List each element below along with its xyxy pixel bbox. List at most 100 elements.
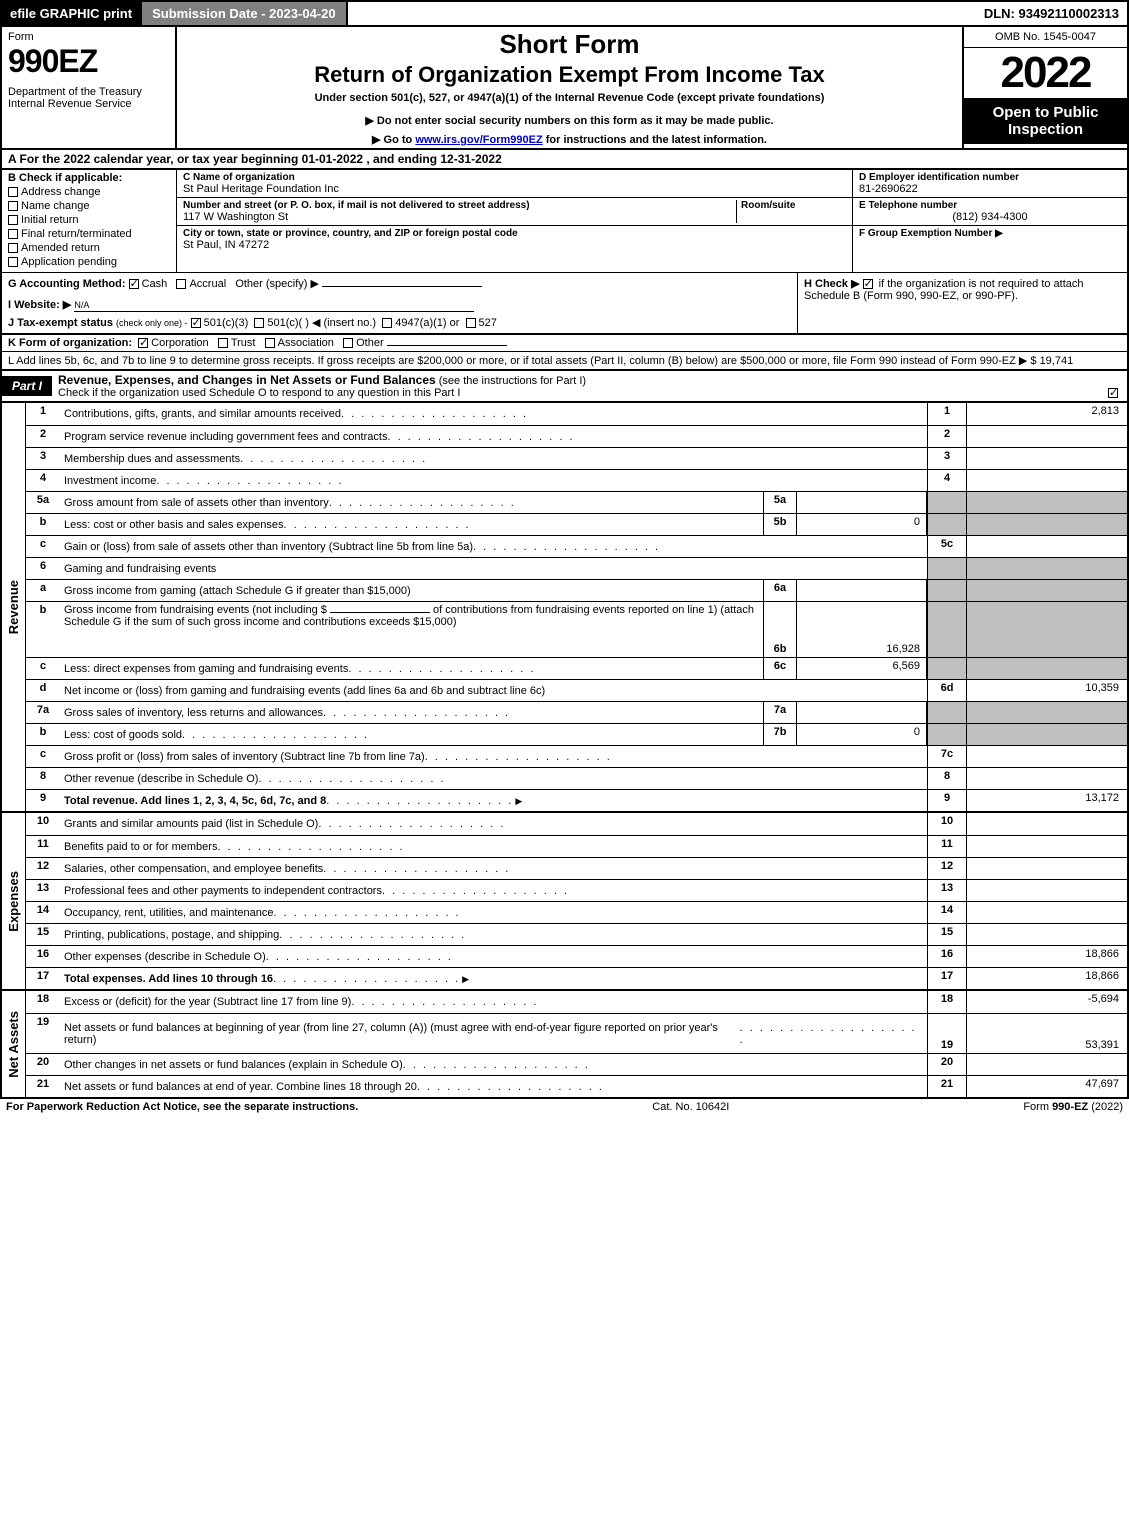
chk-501c3[interactable] bbox=[191, 318, 201, 328]
chk-4947[interactable] bbox=[382, 318, 392, 328]
chk-schedule-o[interactable] bbox=[1108, 388, 1118, 398]
row-g: G Accounting Method: Cash Accrual Other … bbox=[8, 277, 791, 290]
l-val: ▶ $ 19,741 bbox=[1019, 355, 1073, 367]
chk-h[interactable] bbox=[863, 279, 873, 289]
e-label: E Telephone number bbox=[859, 200, 1121, 211]
l-text: L Add lines 5b, 6c, and 7b to line 9 to … bbox=[8, 355, 1016, 367]
col-def: D Employer identification number 81-2690… bbox=[852, 170, 1127, 272]
goto-instructions: ▶ Go to www.irs.gov/Form990EZ for instru… bbox=[181, 133, 958, 146]
vtab-net-assets: Net Assets bbox=[2, 991, 26, 1097]
chk-application-pending[interactable]: Application pending bbox=[8, 256, 170, 268]
val-20 bbox=[967, 1054, 1127, 1075]
val-21: 47,697 bbox=[967, 1076, 1127, 1097]
submission-date: Submission Date - 2023-04-20 bbox=[140, 2, 348, 25]
val-12 bbox=[967, 858, 1127, 879]
val-14 bbox=[967, 902, 1127, 923]
col-c: C Name of organization St Paul Heritage … bbox=[177, 170, 852, 272]
val-7b: 0 bbox=[797, 724, 927, 745]
val-11 bbox=[967, 836, 1127, 857]
room-label: Room/suite bbox=[741, 200, 846, 211]
val-6a bbox=[797, 580, 927, 601]
val-8 bbox=[967, 768, 1127, 789]
val-4 bbox=[967, 470, 1127, 491]
org-name: St Paul Heritage Foundation Inc bbox=[183, 183, 846, 195]
row-k: K Form of organization: Corporation Trus… bbox=[0, 335, 1129, 352]
val-5b: 0 bbox=[797, 514, 927, 535]
val-3 bbox=[967, 448, 1127, 469]
city: St Paul, IN 47272 bbox=[183, 239, 846, 251]
website: N/A bbox=[74, 300, 89, 310]
omb-number: OMB No. 1545-0047 bbox=[964, 27, 1127, 48]
chk-cash[interactable] bbox=[129, 279, 139, 289]
street: 117 W Washington St bbox=[183, 211, 736, 223]
chk-trust[interactable] bbox=[218, 338, 228, 348]
open-public: Open to Public Inspection bbox=[964, 98, 1127, 144]
dln: DLN: 93492110002313 bbox=[976, 2, 1127, 25]
tax-year: 2022 bbox=[964, 48, 1127, 98]
ein: 81-2690622 bbox=[859, 183, 1121, 195]
val-13 bbox=[967, 880, 1127, 901]
section-g-to-j: G Accounting Method: Cash Accrual Other … bbox=[0, 272, 1129, 335]
goto-pre: ▶ Go to bbox=[372, 134, 415, 146]
phone: (812) 934-4300 bbox=[859, 211, 1121, 223]
street-label: Number and street (or P. O. box, if mail… bbox=[183, 200, 736, 211]
row-i: I Website: ▶ N/A bbox=[8, 298, 791, 312]
j-label: J Tax-exempt status bbox=[8, 317, 113, 329]
part-i-tag: Part I bbox=[2, 376, 52, 396]
val-17: 18,866 bbox=[967, 968, 1127, 989]
form-word: Form bbox=[8, 31, 169, 43]
footer-left: For Paperwork Reduction Act Notice, see … bbox=[6, 1101, 358, 1113]
chk-assoc[interactable] bbox=[265, 338, 275, 348]
val-6c: 6,569 bbox=[797, 658, 927, 679]
chk-accrual[interactable] bbox=[176, 279, 186, 289]
department: Department of the Treasury Internal Reve… bbox=[8, 86, 169, 110]
net-assets-section: Net Assets 18Excess or (deficit) for the… bbox=[0, 991, 1129, 1099]
expenses-section: Expenses 10Grants and similar amounts pa… bbox=[0, 813, 1129, 991]
col-b: B Check if applicable: Address change Na… bbox=[2, 170, 177, 272]
chk-corp[interactable] bbox=[138, 338, 148, 348]
chk-other-org[interactable] bbox=[343, 338, 353, 348]
val-6d: 10,359 bbox=[967, 680, 1127, 701]
chk-final-return[interactable]: Final return/terminated bbox=[8, 228, 170, 240]
row-h: H Check ▶ if the organization is not req… bbox=[797, 273, 1127, 333]
goto-link[interactable]: www.irs.gov/Form990EZ bbox=[415, 134, 542, 146]
section-b-to-f: B Check if applicable: Address change Na… bbox=[0, 170, 1129, 272]
top-bar: efile GRAPHIC print Submission Date - 20… bbox=[0, 0, 1129, 27]
form-number: 990EZ bbox=[8, 43, 169, 80]
short-form-title: Short Form bbox=[181, 29, 958, 60]
footer: For Paperwork Reduction Act Notice, see … bbox=[0, 1099, 1129, 1115]
d-label: D Employer identification number bbox=[859, 172, 1121, 183]
b-label: B Check if applicable: bbox=[8, 172, 170, 184]
chk-501c[interactable] bbox=[254, 318, 264, 328]
val-6b: 16,928 bbox=[797, 602, 927, 657]
revenue-section: Revenue 1Contributions, gifts, grants, a… bbox=[0, 403, 1129, 813]
row-j: J Tax-exempt status (check only one) - 5… bbox=[8, 316, 791, 329]
footer-cat-no: Cat. No. 10642I bbox=[358, 1101, 1023, 1113]
val-19: 53,391 bbox=[967, 1014, 1127, 1053]
return-title: Return of Organization Exempt From Incom… bbox=[181, 62, 958, 88]
val-18: -5,694 bbox=[967, 991, 1127, 1013]
chk-amended[interactable]: Amended return bbox=[8, 242, 170, 254]
val-16: 18,866 bbox=[967, 946, 1127, 967]
c-label: C Name of organization bbox=[183, 172, 846, 183]
i-label: I Website: ▶ bbox=[8, 299, 71, 311]
chk-initial-return[interactable]: Initial return bbox=[8, 214, 170, 226]
part-i-check: Check if the organization used Schedule … bbox=[58, 387, 460, 399]
row-a-tax-year: A For the 2022 calendar year, or tax yea… bbox=[0, 150, 1129, 170]
do-not-enter: ▶ Do not enter social security numbers o… bbox=[181, 114, 958, 127]
goto-post: for instructions and the latest informat… bbox=[543, 134, 767, 146]
under-section: Under section 501(c), 527, or 4947(a)(1)… bbox=[181, 92, 958, 104]
val-5a bbox=[797, 492, 927, 513]
val-5c bbox=[967, 536, 1127, 557]
chk-address-change[interactable]: Address change bbox=[8, 186, 170, 198]
chk-527[interactable] bbox=[466, 318, 476, 328]
val-7a bbox=[797, 702, 927, 723]
chk-name-change[interactable]: Name change bbox=[8, 200, 170, 212]
part-i-header: Part I Revenue, Expenses, and Changes in… bbox=[0, 369, 1129, 403]
efile-label: efile GRAPHIC print bbox=[2, 2, 140, 25]
footer-form-ref: Form 990-EZ (2022) bbox=[1023, 1101, 1123, 1113]
g-label: G Accounting Method: bbox=[8, 278, 126, 290]
vtab-expenses: Expenses bbox=[2, 813, 26, 989]
form-header: Form 990EZ Department of the Treasury In… bbox=[0, 27, 1129, 150]
row-l: L Add lines 5b, 6c, and 7b to line 9 to … bbox=[0, 352, 1129, 369]
